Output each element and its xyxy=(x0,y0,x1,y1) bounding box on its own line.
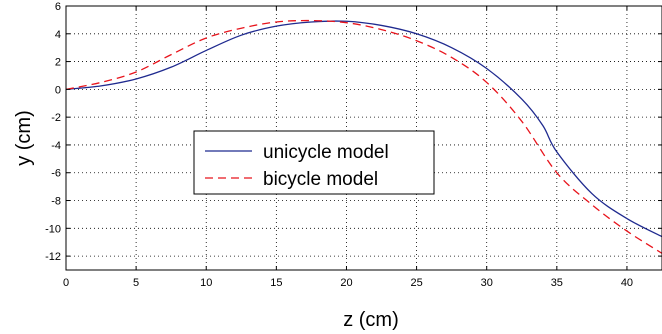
x-tick-labels: 0 5 10 15 20 25 30 35 40 xyxy=(63,277,633,289)
y-tick-label: -2 xyxy=(51,112,61,124)
x-tick-label: 20 xyxy=(340,277,352,289)
x-axis-title: z (cm) xyxy=(343,309,399,331)
x-tick-label: 5 xyxy=(133,277,139,289)
x-tick-label: 25 xyxy=(410,277,422,289)
legend-label-bicycle: bicycle model xyxy=(263,169,378,190)
plot-frame xyxy=(65,5,662,271)
legend: unicycle model bicycle model xyxy=(193,130,435,195)
x-tick-label: 30 xyxy=(481,277,493,289)
grid-lines xyxy=(66,6,662,270)
y-tick-label: -12 xyxy=(45,251,61,263)
y-tick-label: 6 xyxy=(55,1,61,13)
x-tick-label: 35 xyxy=(551,277,563,289)
series-layer xyxy=(66,19,662,254)
x-tick-label: 40 xyxy=(621,277,633,289)
y-tick-label: -10 xyxy=(45,223,61,235)
series-line-unicycle xyxy=(66,20,662,238)
y-tick-label: -8 xyxy=(51,196,61,208)
y-tick-label: -4 xyxy=(51,140,61,152)
x-tick-label: 15 xyxy=(270,277,282,289)
x-tick-label: 10 xyxy=(200,277,212,289)
y-tick-labels: 6 4 2 0 -2 -4 -6 -8 -10 -12 xyxy=(45,1,61,263)
legend-label-unicycle: unicycle model xyxy=(263,142,389,163)
y-tick-label: 4 xyxy=(55,29,61,41)
legend-box xyxy=(193,130,435,195)
y-axis-title: y (cm) xyxy=(13,110,35,166)
tick-marks xyxy=(65,5,662,270)
series-line-bicycle xyxy=(66,19,662,254)
y-tick-label: -6 xyxy=(51,168,61,180)
y-tick-label: 2 xyxy=(55,57,61,69)
x-tick-label: 0 xyxy=(63,277,69,289)
y-tick-label: 0 xyxy=(55,84,61,96)
